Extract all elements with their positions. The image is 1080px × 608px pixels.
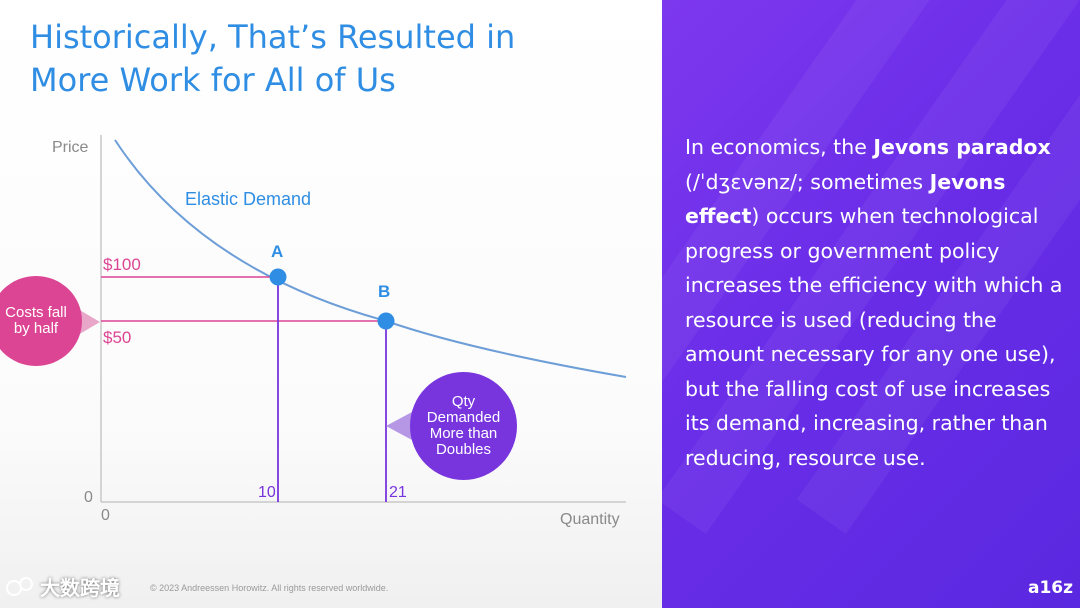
watermark: 大数跨境 xyxy=(6,572,120,601)
costs-callout-line-2: by half xyxy=(13,320,59,337)
y-axis-label: Price xyxy=(52,139,89,156)
x-origin-label: 0 xyxy=(101,507,110,524)
title-line-1: Historically, That’s Resulted in xyxy=(30,18,516,56)
costs-fall-callout: Costs fall by half xyxy=(0,276,82,366)
definition-text-2: (/ˈdʒɛvənz/; sometimes xyxy=(685,169,930,194)
qty-callout-line-2: Demanded xyxy=(426,409,501,426)
elastic-demand-curve xyxy=(114,139,627,378)
price-low-label: $50 xyxy=(103,328,131,347)
slide-right-panel xyxy=(662,0,1080,608)
definition-text-3: ) occurs when technological progress or … xyxy=(685,204,1063,470)
jevons-definition: In economics, the Jevons paradox (/ˈdʒɛv… xyxy=(685,130,1070,475)
qty-callout-pointer xyxy=(386,412,412,440)
watermark-logo-icon xyxy=(6,575,36,599)
definition-text-1: In economics, the xyxy=(685,135,874,159)
slide-title: Historically, That’s Resulted in More Wo… xyxy=(30,16,515,102)
costs-callout-line-1: Costs fall xyxy=(5,304,67,321)
qty-b-label: 21 xyxy=(389,484,407,501)
point-a xyxy=(269,268,287,286)
qty-callout-line-4: Doubles xyxy=(435,441,492,458)
qty-callout-line-3: More than xyxy=(429,425,498,442)
costs-callout-pointer xyxy=(78,309,100,335)
y-origin-label: 0 xyxy=(84,489,93,506)
qty-doubles-callout: Qty Demanded More than Doubles xyxy=(410,372,517,480)
definition-term-2: Jevons effect xyxy=(685,169,1006,229)
point-b-label: B xyxy=(378,282,390,301)
qty-a-label: 10 xyxy=(258,484,276,501)
definition-term-1: Jevons paradox xyxy=(873,135,1051,159)
watermark-text: 大数跨境 xyxy=(40,576,120,600)
copyright-footer: © 2023 Andreessen Horowitz. All rights r… xyxy=(150,583,389,593)
a16z-logo: a16z xyxy=(1028,578,1074,598)
curve-label: Elastic Demand xyxy=(185,189,311,209)
qty-callout-line-1: Qty xyxy=(451,393,476,410)
price-high-label: $100 xyxy=(103,255,141,274)
point-a-label: A xyxy=(271,242,283,261)
title-line-2: More Work for All of Us xyxy=(30,61,396,99)
point-b xyxy=(377,312,395,330)
x-axis-label: Quantity xyxy=(560,511,620,528)
demand-chart: Price Quantity 0 0 Elastic Demand $100 $… xyxy=(52,135,627,528)
